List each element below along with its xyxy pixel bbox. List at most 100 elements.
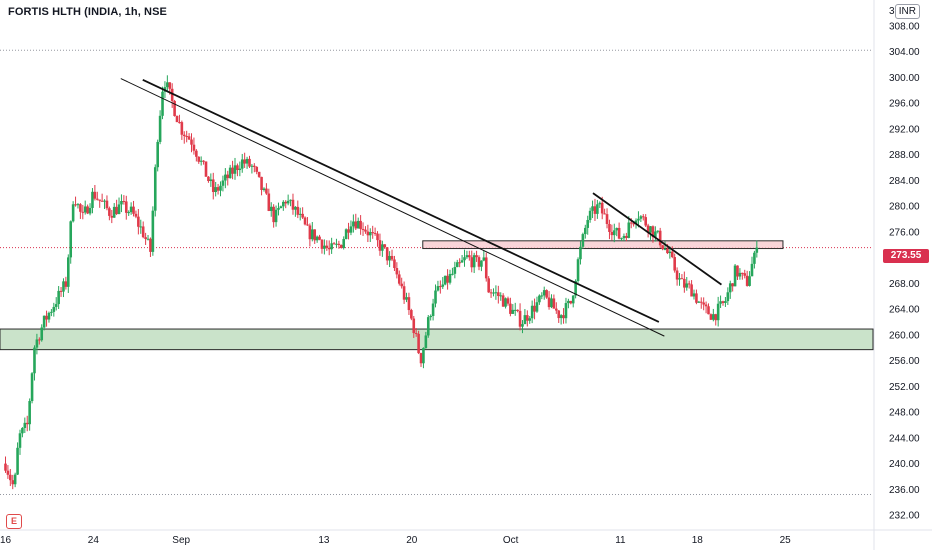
candle-body bbox=[388, 255, 391, 261]
candle-body bbox=[668, 251, 672, 254]
candle-body bbox=[224, 174, 227, 181]
candle-body bbox=[463, 257, 466, 261]
candle-body bbox=[441, 284, 445, 287]
candle-body bbox=[255, 166, 259, 172]
candle-body bbox=[670, 251, 674, 258]
candle-body bbox=[487, 278, 490, 293]
candle-body bbox=[226, 174, 230, 179]
candle-body bbox=[105, 200, 109, 209]
time-tick-label: 20 bbox=[406, 535, 418, 546]
candle-body bbox=[692, 293, 696, 297]
candle-body bbox=[429, 315, 432, 318]
currency-badge[interactable]: INR bbox=[894, 4, 920, 19]
candle-body bbox=[323, 245, 326, 249]
candle-body bbox=[315, 236, 319, 241]
candle-body bbox=[250, 165, 254, 167]
candle-body bbox=[69, 221, 73, 258]
time-tick-label: 11 bbox=[615, 535, 626, 546]
candle-body bbox=[301, 213, 304, 218]
candle-body bbox=[538, 295, 541, 303]
candle-body bbox=[581, 234, 585, 247]
price-tick-label: 304.00 bbox=[889, 47, 920, 58]
candle-body bbox=[523, 315, 527, 325]
trendline bbox=[120, 78, 665, 337]
candle-body bbox=[390, 255, 394, 260]
candle-body bbox=[661, 245, 664, 250]
candle-body bbox=[646, 225, 650, 233]
candle-body bbox=[21, 428, 24, 434]
candle-body bbox=[359, 220, 362, 229]
candle-body bbox=[337, 243, 341, 245]
candle-body bbox=[9, 474, 12, 481]
candle-body bbox=[127, 212, 130, 214]
candle-body bbox=[308, 225, 312, 240]
candle-body bbox=[30, 373, 34, 402]
candle-body bbox=[497, 292, 500, 296]
candle-body bbox=[468, 255, 471, 258]
candle-body bbox=[25, 422, 29, 425]
candle-body bbox=[139, 226, 143, 228]
candle-body bbox=[475, 255, 478, 258]
candle-body bbox=[598, 202, 602, 205]
candle-body bbox=[306, 224, 309, 226]
trendline bbox=[592, 192, 722, 286]
candle-body bbox=[178, 122, 181, 124]
candle-body bbox=[320, 239, 324, 249]
candle-body bbox=[439, 286, 442, 288]
candle-body bbox=[612, 230, 616, 236]
candle-body bbox=[579, 246, 582, 260]
candle-body bbox=[381, 244, 384, 251]
candle-body bbox=[95, 198, 99, 200]
candle-body bbox=[588, 210, 592, 220]
candle-body bbox=[349, 226, 353, 233]
candle-body bbox=[122, 201, 126, 203]
candle-body bbox=[50, 311, 53, 313]
candle-body bbox=[426, 317, 430, 336]
candle-body bbox=[366, 231, 370, 236]
candle-body bbox=[559, 315, 563, 319]
candle-body bbox=[137, 216, 140, 227]
time-tick-label: 24 bbox=[88, 535, 100, 546]
candle-body bbox=[231, 167, 234, 174]
candle-body bbox=[158, 115, 162, 142]
candle-body bbox=[286, 200, 290, 204]
candle-body bbox=[733, 265, 737, 287]
candle-body bbox=[371, 232, 374, 234]
candle-body bbox=[67, 257, 70, 287]
candle-body bbox=[248, 158, 251, 167]
candle-body bbox=[93, 191, 97, 199]
price-tick-label: 248.00 bbox=[889, 408, 920, 419]
candle-body bbox=[569, 300, 573, 304]
candle-body bbox=[38, 339, 41, 341]
candle-body bbox=[6, 470, 10, 475]
candle-body bbox=[535, 302, 539, 312]
candle-body bbox=[583, 227, 587, 235]
candle-body bbox=[649, 226, 652, 233]
candle-body bbox=[4, 463, 7, 471]
candle-body bbox=[736, 265, 739, 277]
candle-body bbox=[530, 305, 534, 319]
candle-body bbox=[644, 217, 647, 226]
candle-body bbox=[42, 315, 46, 328]
candle-body bbox=[98, 199, 102, 201]
price-axis[interactable]: 308.00 304.00 300.00 296.00 292.00 288.00 284.… bbox=[873, 0, 920, 550]
candle-body bbox=[153, 167, 157, 211]
candle-body bbox=[108, 208, 111, 216]
candle-body bbox=[656, 230, 660, 232]
candle-body bbox=[393, 259, 396, 269]
candle-body bbox=[608, 223, 611, 232]
candle-body bbox=[509, 303, 512, 314]
candle-body bbox=[728, 283, 732, 293]
price-tick-label: 288.00 bbox=[889, 150, 920, 161]
candle-body bbox=[699, 301, 703, 303]
time-axis[interactable]: 16 24 Sep 13 20 Oct 11 18 25 bbox=[0, 529, 932, 546]
candle-body bbox=[233, 165, 237, 174]
earnings-event-icon[interactable]: E bbox=[6, 514, 22, 529]
candle-body bbox=[518, 310, 522, 327]
candle-body bbox=[267, 193, 271, 211]
candle-body bbox=[610, 231, 614, 236]
candle-body bbox=[298, 213, 302, 215]
candle-body bbox=[175, 116, 179, 123]
candle-body bbox=[410, 310, 413, 319]
